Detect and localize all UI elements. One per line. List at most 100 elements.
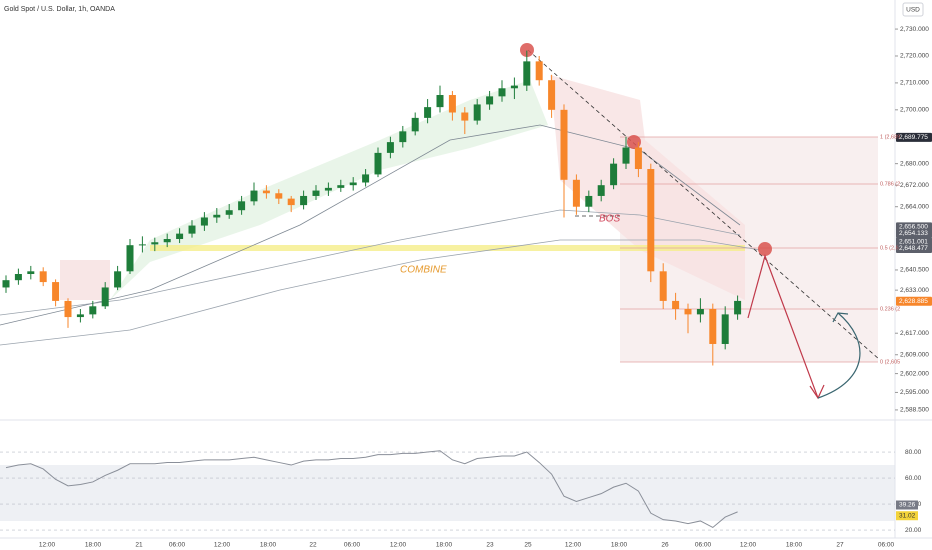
y-tick-label: 2,664.000: [900, 203, 929, 210]
rsi-badge: [896, 511, 918, 521]
candle-body: [349, 182, 357, 186]
candle-body: [287, 198, 295, 206]
x-tick-label: 22: [309, 542, 317, 549]
arrow-head: [832, 312, 849, 323]
moving-average: [0, 209, 741, 316]
candle-body: [647, 169, 655, 272]
candle-body: [151, 242, 159, 245]
rsi-tick-label: 60.00: [905, 475, 922, 482]
price-badge: [896, 243, 932, 253]
candle-body: [362, 174, 370, 183]
candle-body: [225, 210, 233, 215]
y-tick-label: 2,680.000: [900, 160, 929, 167]
pivot-marker: [627, 135, 641, 149]
rsi-line: [5, 450, 738, 529]
combine-label: COMBINE: [400, 265, 447, 276]
candle-body: [709, 308, 717, 344]
x-tick-label: 12:00: [39, 542, 56, 549]
y-tick-label: 2,672.000: [900, 182, 929, 189]
candle-body: [114, 271, 122, 288]
candle-body: [89, 306, 97, 315]
fib-label: 0.236 (2: [880, 306, 900, 312]
y-tick-label: 2,617.000: [900, 330, 929, 337]
candle-body: [188, 225, 196, 234]
price-badge-label: 2,651.001: [899, 238, 928, 245]
candle-body: [659, 271, 667, 301]
candle-body: [734, 300, 742, 315]
candle-body: [461, 112, 469, 121]
y-tick-label: 2,700.000: [900, 107, 929, 114]
candle-body: [386, 142, 394, 153]
x-tick-label: 12:00: [565, 542, 582, 549]
moving-average: [0, 239, 761, 346]
candle-body: [176, 233, 184, 240]
y-tick-label: 2,602.000: [900, 370, 929, 377]
candle-body: [399, 131, 407, 143]
pivot-marker: [520, 43, 534, 57]
candle-body: [721, 314, 729, 344]
candle-body: [238, 201, 246, 211]
candle-body: [14, 274, 22, 281]
x-tick-label: 06:00: [344, 542, 361, 549]
candle-body: [634, 147, 642, 170]
x-tick-label: 06:00: [878, 542, 895, 549]
x-tick-label: 12:00: [214, 542, 231, 549]
y-tick-label: 2,609.000: [900, 351, 929, 358]
candle-body: [64, 300, 72, 318]
candle-body: [312, 190, 320, 196]
x-tick-label: 18:00: [85, 542, 102, 549]
candle-body: [213, 214, 221, 218]
fib-label: 1 (2,689: [880, 134, 900, 140]
candle-body: [498, 88, 506, 97]
currency: USD: [906, 7, 920, 14]
candle-body: [411, 117, 419, 132]
candle-body: [585, 195, 593, 207]
candle-body: [684, 308, 692, 315]
candle-body: [510, 85, 518, 89]
candle-body: [486, 96, 494, 105]
st-zone: [60, 260, 110, 300]
x-tick-label: 26: [661, 542, 669, 549]
combine-zone: [150, 245, 745, 251]
candle-body: [27, 271, 35, 275]
chart-title: Gold Spot / U.S. Dollar, 1h, OANDA: [4, 6, 115, 13]
fib-label: 0 (2,605: [880, 359, 900, 365]
x-tick-label: 12:00: [740, 542, 757, 549]
fib-label: 0.786 (2: [880, 181, 900, 187]
candle-body: [52, 282, 60, 301]
candle-body: [572, 179, 580, 207]
candle-body: [622, 147, 630, 164]
y-tick-label: 2,640.500: [900, 267, 929, 274]
x-tick-label: 18:00: [786, 542, 803, 549]
candle-body: [374, 152, 382, 175]
candle-body: [535, 61, 543, 81]
candle-body: [696, 308, 704, 315]
candle-body: [200, 217, 208, 226]
rsi-band: [0, 465, 895, 521]
pivot-marker: [758, 242, 772, 256]
candle-body: [250, 190, 258, 202]
rsi-badge-label: 31.02: [899, 512, 916, 519]
y-tick-label: 2,720.000: [900, 53, 929, 60]
y-tick-label: 2,730.000: [900, 26, 929, 33]
candle-body: [337, 185, 345, 188]
trend-line: [527, 49, 881, 361]
candle-body: [448, 95, 456, 113]
x-tick-label: 06:00: [695, 542, 712, 549]
currency-box: [902, 2, 924, 17]
x-tick-label: 18:00: [436, 542, 453, 549]
rsi-tick-label: 80.00: [905, 449, 922, 456]
candle-body: [424, 107, 432, 118]
price-badge-label: 2,689.775: [899, 134, 928, 141]
price-badge: [896, 296, 932, 306]
projection-arrow: [747, 254, 819, 399]
candle-body: [2, 280, 10, 288]
price-badge-label: 2,656.500: [899, 224, 928, 231]
price-badge: [896, 237, 932, 247]
rsi-badge-label: 39.26: [899, 502, 916, 509]
candle-body: [275, 193, 283, 199]
curve-arrow: [817, 312, 861, 399]
candle-body: [39, 271, 47, 283]
x-tick-label: 18:00: [260, 542, 277, 549]
